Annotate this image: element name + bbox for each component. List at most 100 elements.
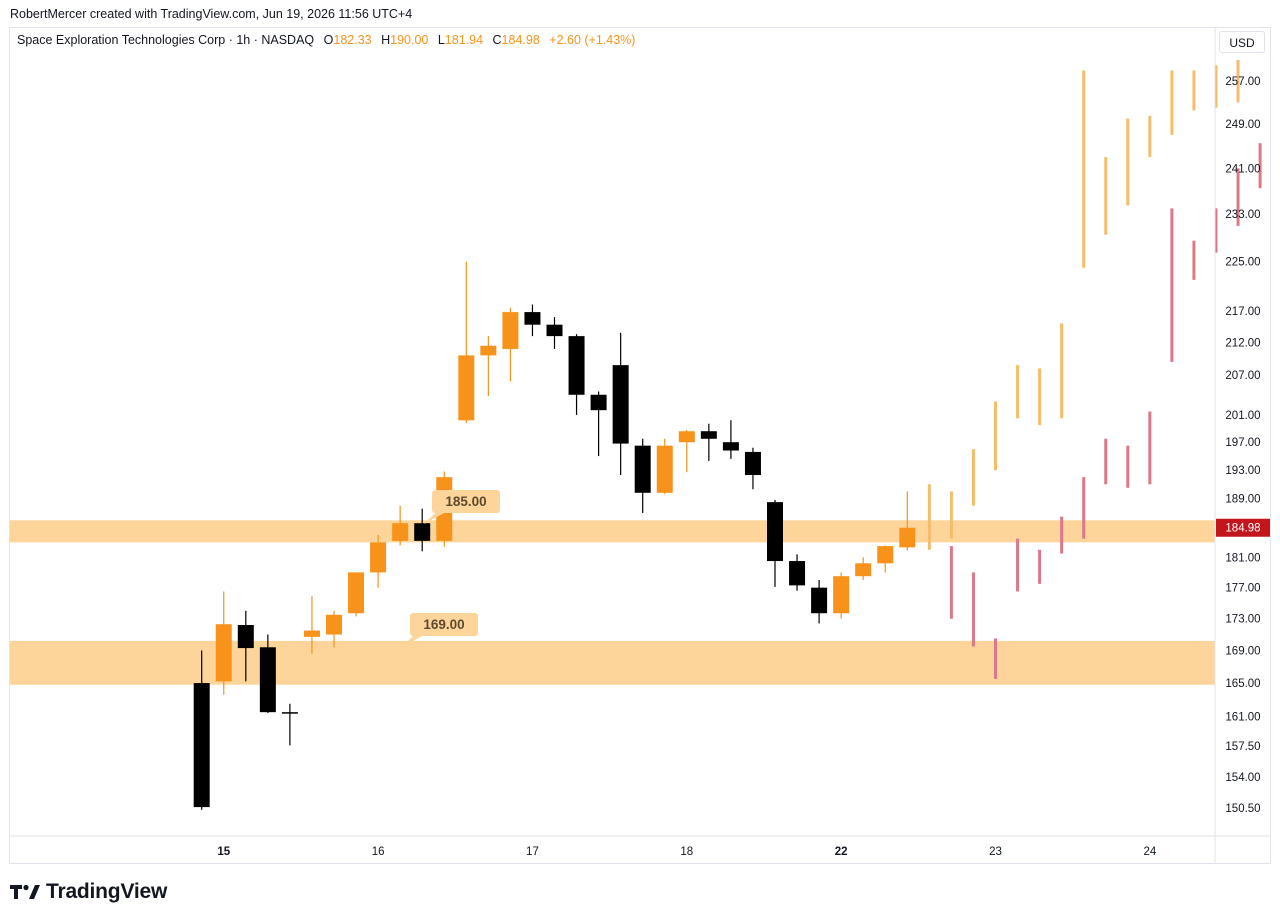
candle-body xyxy=(546,324,563,337)
price-tick-label: 181.00 xyxy=(1225,552,1260,564)
candle-up xyxy=(855,557,872,581)
candle-up xyxy=(877,545,894,573)
candle-body xyxy=(303,630,320,637)
candle-body xyxy=(612,365,629,444)
price-tick-label: 165.00 xyxy=(1225,678,1260,690)
candle-body xyxy=(568,336,585,395)
high-label: H xyxy=(381,33,391,47)
candle-down xyxy=(590,391,607,457)
candle-body xyxy=(811,587,828,614)
candle-up xyxy=(215,591,232,695)
candle-body xyxy=(590,394,607,411)
candle-up xyxy=(458,261,475,424)
zone-label-box xyxy=(410,613,478,636)
price-tick-label: 207.00 xyxy=(1225,370,1260,382)
candle-body xyxy=(414,523,431,541)
time-axis: 15 16 17 18 22 23 24 xyxy=(217,846,1156,858)
currency-button[interactable]: USD xyxy=(1219,31,1265,53)
zone-label-pointer xyxy=(402,635,424,647)
candle-down xyxy=(414,508,431,552)
candle-body xyxy=(348,572,365,614)
price-tick-label: 177.00 xyxy=(1225,583,1260,595)
support-zones xyxy=(10,520,1215,685)
time-tick-label: 22 xyxy=(835,846,848,858)
candle-down xyxy=(789,554,806,591)
price-tick-label: 154.00 xyxy=(1225,772,1260,784)
price-tick-label: 241.00 xyxy=(1225,163,1260,175)
symbol-title: Space Exploration Technologies Corp · 1h… xyxy=(17,33,315,47)
high-value: 190.00 xyxy=(390,33,429,47)
candle-down xyxy=(524,304,541,337)
candle-down xyxy=(634,438,651,513)
candle-body xyxy=(656,445,673,493)
candle-body xyxy=(678,431,695,443)
candle-up xyxy=(303,596,320,654)
candle-down xyxy=(612,332,629,476)
candle-body xyxy=(370,542,387,573)
candle-up xyxy=(833,572,850,619)
close-label: C xyxy=(492,33,502,47)
candle-body xyxy=(767,502,783,562)
candle-down xyxy=(744,447,761,490)
candle-body xyxy=(237,625,254,649)
price-tick-label: 157.50 xyxy=(1225,741,1260,753)
candle-down xyxy=(193,650,210,810)
candle-body xyxy=(326,614,342,635)
time-tick-label: 16 xyxy=(372,846,385,858)
candle-up xyxy=(348,572,365,617)
candle-body xyxy=(722,442,739,451)
tradingview-brand: TradingView xyxy=(46,880,168,903)
price-tick-label: 225.00 xyxy=(1225,257,1260,269)
zone-label-box xyxy=(432,490,500,513)
zone-185.00 xyxy=(10,520,1215,543)
zone-label-text: 185.00 xyxy=(445,494,486,509)
candle-body xyxy=(700,431,717,439)
candle-body xyxy=(833,576,850,614)
price-tick-label: 233.00 xyxy=(1225,209,1260,221)
candle-up xyxy=(370,534,387,588)
candle-body xyxy=(281,712,298,714)
zone-label-text: 169.00 xyxy=(423,617,464,632)
candle-body xyxy=(877,546,894,564)
zone-label-pointer xyxy=(424,512,446,524)
candle-body xyxy=(259,647,276,713)
candle-down xyxy=(811,580,828,624)
tradingview-logo[interactable]: TradingView xyxy=(10,880,167,904)
open-value: 182.33 xyxy=(333,33,372,47)
price-tick-label: 189.00 xyxy=(1225,494,1260,506)
time-tick-label: 23 xyxy=(989,846,1002,858)
time-tick-label: 15 xyxy=(217,846,230,858)
candle-down xyxy=(281,703,298,746)
price-tick-label: 257.00 xyxy=(1225,76,1260,88)
price-tick-label: 197.00 xyxy=(1225,437,1260,449)
candle-down xyxy=(767,499,783,587)
price-tick-label: 173.00 xyxy=(1225,614,1260,626)
zone-169.00 xyxy=(10,640,1215,685)
change-value: +2.60 (+1.43%) xyxy=(549,33,636,47)
candle-body xyxy=(502,312,519,349)
price-tick-label: 212.00 xyxy=(1225,338,1260,350)
candle-body xyxy=(899,527,916,548)
candle-body xyxy=(458,355,475,421)
price-tick-label: 161.00 xyxy=(1225,711,1260,723)
projection-bars xyxy=(927,60,1262,679)
candle-body xyxy=(193,683,210,808)
candle-body xyxy=(524,312,541,325)
candle-body xyxy=(215,624,232,682)
chart-caption: RobertMercer created with TradingView.co… xyxy=(10,7,413,21)
price-tick-label: 193.00 xyxy=(1225,465,1260,477)
candle-body xyxy=(855,563,872,577)
price-tick-label: 249.00 xyxy=(1225,119,1260,131)
candle-up xyxy=(899,491,916,551)
candle-up xyxy=(326,610,342,648)
candle-down xyxy=(237,610,254,682)
candle-down xyxy=(722,420,739,459)
price-tick-label: 150.50 xyxy=(1225,803,1260,815)
price-tick-label: 217.00 xyxy=(1225,306,1260,318)
ohlc-legend: Space Exploration Technologies Corp · 1h… xyxy=(17,33,635,47)
chart-frame[interactable] xyxy=(9,27,1271,864)
candle-down xyxy=(546,317,563,349)
candle-down xyxy=(259,634,276,714)
last-price-label: 184.98 xyxy=(1225,523,1260,535)
